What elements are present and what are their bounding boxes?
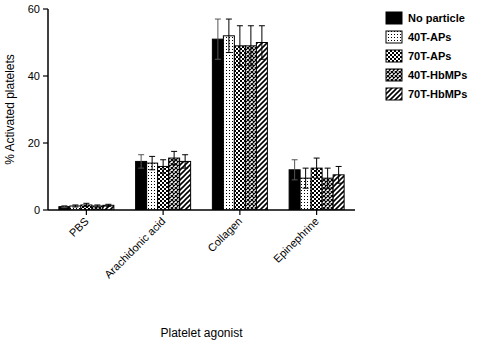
error-bar xyxy=(314,158,320,178)
error-bar xyxy=(105,204,111,206)
y-tick-label: 40 xyxy=(28,70,40,82)
bar xyxy=(180,161,191,210)
bar xyxy=(245,46,256,210)
error-bar xyxy=(303,168,309,188)
legend-swatch xyxy=(386,31,402,43)
y-tick-label: 20 xyxy=(28,137,40,149)
y-tick xyxy=(43,8,48,9)
bar xyxy=(223,36,234,210)
x-tick xyxy=(316,210,317,215)
error-bar xyxy=(182,155,188,168)
x-tick xyxy=(86,210,87,215)
legend-label: 70T-APs xyxy=(408,50,451,62)
legend-label: 40T-APs xyxy=(408,31,451,43)
legend-label: No particle xyxy=(408,12,465,24)
error-bar xyxy=(61,206,67,208)
bar xyxy=(136,161,147,210)
error-bar xyxy=(160,160,166,173)
y-axis-label: % Activated platelets xyxy=(3,54,17,165)
x-tick xyxy=(239,210,240,215)
error-bar xyxy=(138,155,144,168)
error-bar xyxy=(292,160,298,180)
bar xyxy=(169,158,180,210)
error-bar xyxy=(325,168,331,188)
error-bar xyxy=(171,151,177,164)
x-tick xyxy=(163,210,164,215)
x-tick-label: Collagen xyxy=(205,215,244,254)
error-bar xyxy=(259,26,265,60)
legend-label: 70T-HbMPs xyxy=(408,88,467,100)
legend-swatch xyxy=(386,12,402,24)
error-bar xyxy=(83,203,89,206)
y-tick-label: 60 xyxy=(28,3,40,15)
legend-label: 40T-HbMPs xyxy=(408,69,467,81)
error-bar xyxy=(149,156,155,169)
legend: No particle 40T-APs 70T-APs 40T-HbMPs 70T-Hb… xyxy=(386,12,467,100)
x-tick-label: PBS xyxy=(67,215,91,239)
x-tick-label: Epinephrine xyxy=(271,215,321,265)
bar xyxy=(212,39,223,210)
y-tick xyxy=(43,75,48,76)
x-axis-label: Platelet agonist xyxy=(160,326,243,340)
y-tick xyxy=(43,142,48,143)
error-bars xyxy=(61,19,341,208)
error-bar xyxy=(248,26,254,66)
y-axis xyxy=(47,9,49,210)
x-tick-label: Arachidonic acid xyxy=(102,215,168,281)
legend-swatch xyxy=(386,69,402,81)
error-bar xyxy=(226,19,232,53)
error-bar xyxy=(215,19,221,59)
chart: 0 20 40 60 PBS Arachidonic acid Collagen Epinep… xyxy=(0,0,500,349)
error-bar xyxy=(72,205,78,207)
legend-swatch xyxy=(386,50,402,62)
error-bar xyxy=(94,205,100,207)
bar xyxy=(256,43,267,211)
bar xyxy=(234,46,245,210)
legend-swatch xyxy=(386,88,402,100)
y-tick xyxy=(43,209,48,210)
bars xyxy=(59,36,344,210)
x-axis xyxy=(48,209,355,211)
error-bar xyxy=(336,166,342,183)
error-bar xyxy=(237,26,243,66)
y-tick-label: 0 xyxy=(34,204,40,216)
